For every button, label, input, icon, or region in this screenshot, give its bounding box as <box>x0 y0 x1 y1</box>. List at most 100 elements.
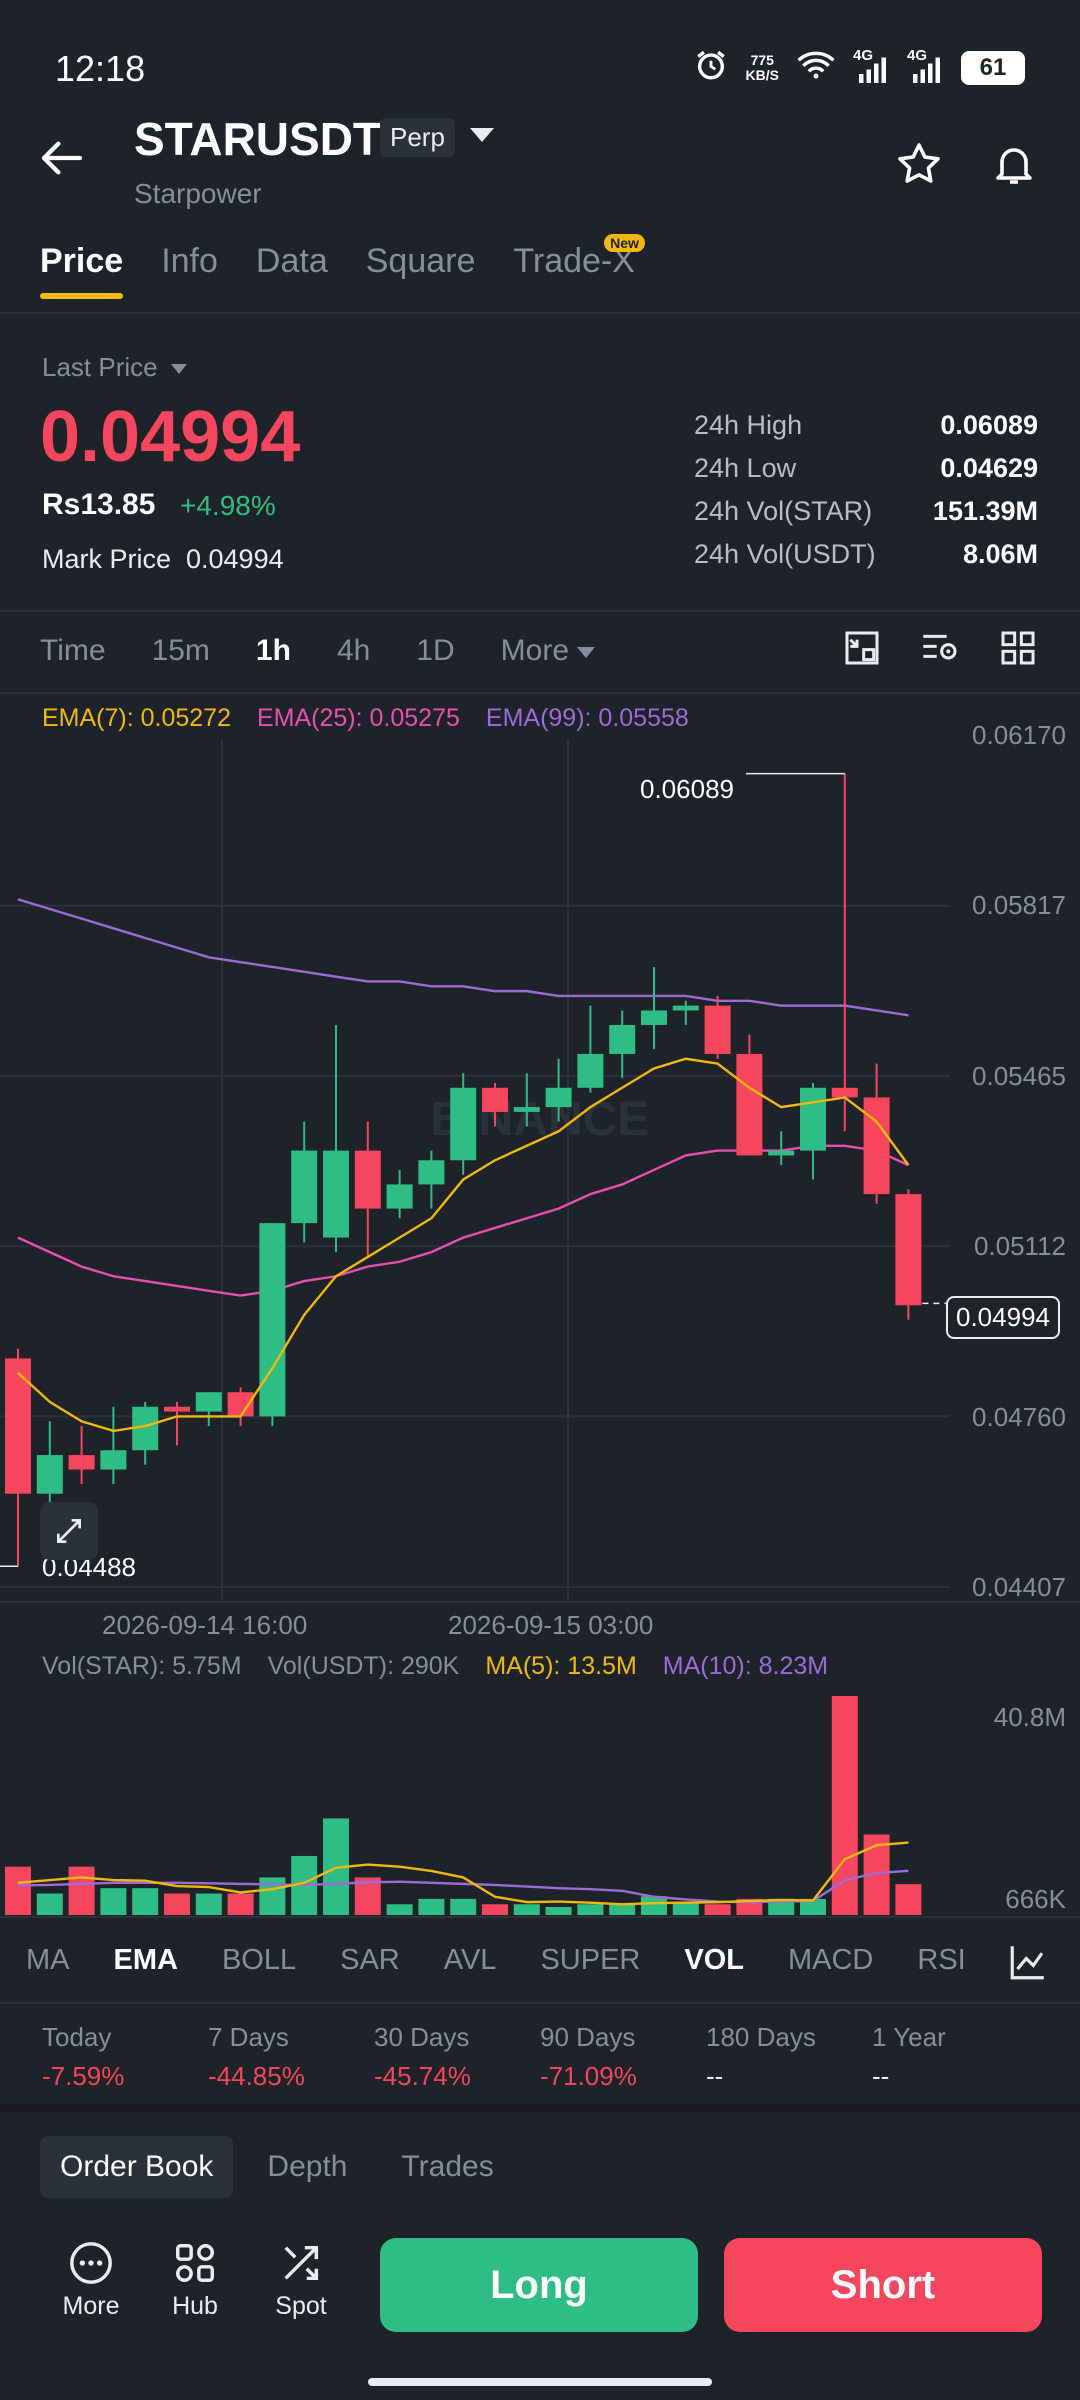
interval-selector: Time 15m 1h 4h 1D More <box>40 634 596 668</box>
perf-90d: 90 Days -71.09% <box>540 2022 637 2091</box>
high-marker-label: 0.06089 <box>640 774 734 804</box>
signal-icon-1: 4G <box>853 47 889 83</box>
indicator-super[interactable]: SUPER <box>540 1944 641 1976</box>
symbol-title[interactable]: STARUSDT <box>134 113 382 165</box>
fiat-price: Rs13.85 <box>42 488 156 521</box>
ema99-line <box>17 898 909 1017</box>
interval-time[interactable]: Time <box>40 634 106 667</box>
candle-body <box>450 1087 477 1161</box>
spot-button[interactable]: Spot <box>256 2240 346 2321</box>
tab-depth[interactable]: Depth <box>267 2150 348 2183</box>
volume-bar <box>450 1898 477 1915</box>
divider <box>0 610 1080 612</box>
symbol-dropdown-caret-icon[interactable] <box>470 128 494 142</box>
indicator-rsi[interactable]: RSI <box>917 1944 966 1976</box>
perf-1y: 1 Year -- <box>872 2022 946 2091</box>
divider <box>0 312 1080 314</box>
perp-badge: Perp <box>380 118 455 157</box>
orderbook-tabs: Order Book Depth Trades <box>40 2136 514 2198</box>
volume-bar <box>513 1904 540 1915</box>
indicator-vol[interactable]: VOL <box>684 1944 744 1976</box>
indicator-settings-icon[interactable] <box>920 628 960 673</box>
volume-bar <box>418 1898 445 1915</box>
candle-body <box>354 1150 381 1209</box>
back-arrow-icon[interactable] <box>40 140 84 181</box>
volume-bar <box>672 1901 699 1915</box>
interval-15m[interactable]: 15m <box>151 634 210 667</box>
indicator-sar[interactable]: SAR <box>340 1944 400 1976</box>
candle-body <box>513 1107 540 1112</box>
volume-bar <box>36 1893 63 1915</box>
indicator-ema[interactable]: EMA <box>113 1944 178 1976</box>
candle-body <box>386 1184 413 1209</box>
candle-body <box>259 1223 286 1417</box>
caret-down-icon <box>577 646 596 658</box>
interval-1h[interactable]: 1h <box>255 634 291 667</box>
long-button[interactable]: Long <box>380 2238 698 2332</box>
bell-icon[interactable] <box>990 140 1038 193</box>
tab-data[interactable]: Data <box>255 242 328 280</box>
price-chart[interactable]: BINANCE <box>0 740 1080 1920</box>
vol-ma10-line <box>17 1869 909 1904</box>
ema25-legend: EMA(25): 0.05275 <box>257 704 460 732</box>
alarm-icon <box>694 48 728 88</box>
tab-price[interactable]: Price <box>40 242 124 299</box>
tab-trade-x[interactable]: Trade-X New <box>513 234 645 281</box>
tab-square[interactable]: Square <box>365 242 476 280</box>
status-icons: 775 KB/S 4G 4G 61 <box>694 47 1025 88</box>
price-axis-tick: 0.04407 <box>972 1572 1066 1602</box>
volume-legend: Vol(STAR): 5.75M Vol(USDT): 290K MA(5): … <box>42 1652 828 1681</box>
last-price-value: 0.04994 <box>40 397 301 477</box>
price-change-percent: +4.98% <box>180 490 276 521</box>
interval-4h[interactable]: 4h <box>336 634 371 667</box>
interval-more[interactable]: More <box>501 634 596 668</box>
divider <box>0 1916 1080 1918</box>
status-time: 12:18 <box>55 48 146 89</box>
mark-price-label: Mark Price <box>42 544 172 574</box>
volume-bar <box>132 1888 159 1915</box>
short-button[interactable]: Short <box>724 2238 1042 2332</box>
expand-chart-icon[interactable] <box>40 1502 98 1560</box>
stat-24h-low: 24h Low 0.04629 <box>694 453 1038 483</box>
candle-body <box>800 1087 826 1151</box>
volume-bar <box>895 1884 922 1915</box>
candle-body <box>704 1005 731 1054</box>
indicator-avl[interactable]: AVL <box>443 1944 497 1976</box>
caret-down-icon <box>170 364 187 375</box>
indicator-ma[interactable]: MA <box>26 1944 70 1976</box>
candle-body <box>195 1392 222 1412</box>
divider <box>0 692 1080 694</box>
hub-label: Hub <box>172 2292 218 2320</box>
grid-layout-icon[interactable] <box>998 628 1038 673</box>
indicator-boll[interactable]: BOLL <box>221 1944 297 1976</box>
perf-today: Today -7.59% <box>42 2022 125 2091</box>
candle-body <box>768 1150 795 1156</box>
divider <box>0 2002 1080 2004</box>
current-price-tag: 0.04994 <box>946 1296 1060 1339</box>
interval-1d[interactable]: 1D <box>416 634 455 667</box>
indicator-chart-icon[interactable] <box>976 1934 1080 1990</box>
ma5-legend: MA(5): 13.5M <box>485 1652 637 1680</box>
candle-body <box>291 1150 318 1224</box>
volume-bar <box>482 1904 508 1915</box>
price-axis-tick: 0.05112 <box>973 1231 1066 1261</box>
chart-type-icon[interactable] <box>842 628 882 673</box>
candle-body <box>895 1194 922 1306</box>
hub-button[interactable]: Hub <box>150 2240 240 2321</box>
favorite-star-icon[interactable] <box>895 140 943 193</box>
signal-icon-2: 4G <box>907 47 943 83</box>
volume-bar <box>577 1904 604 1915</box>
tab-order-book[interactable]: Order Book <box>40 2136 234 2198</box>
last-price-dropdown[interactable]: Last Price <box>42 352 187 383</box>
more-button[interactable]: More <box>46 2240 136 2321</box>
symbol-subtitle: Starpower <box>134 178 262 209</box>
last-price-label: Last Price <box>42 352 158 382</box>
candle-body <box>100 1450 127 1470</box>
volume-bar <box>768 1898 795 1915</box>
candle-body <box>482 1087 508 1112</box>
volume-bar <box>100 1888 127 1915</box>
tab-info[interactable]: Info <box>161 242 218 280</box>
indicator-macd[interactable]: MACD <box>787 1944 874 1976</box>
ema7-line <box>17 1057 910 1433</box>
tab-trades[interactable]: Trades <box>401 2150 494 2183</box>
